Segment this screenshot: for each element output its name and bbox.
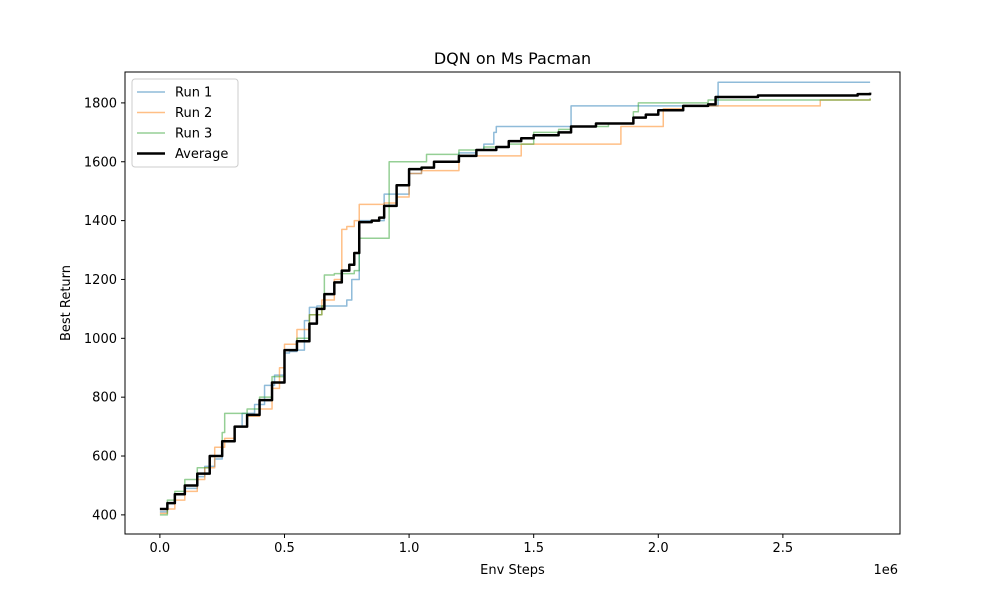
y-tick-label: 1200 [84, 273, 117, 288]
legend-label: Run 2 [175, 106, 212, 121]
x-tick-label: 0.5 [274, 541, 295, 556]
y-tick-label: 800 [92, 391, 117, 406]
x-tick-label: 1.0 [399, 541, 420, 556]
legend-box [131, 78, 239, 168]
x-tick-label: 2.5 [773, 541, 794, 556]
y-tick-label: 1000 [84, 332, 117, 347]
y-tick-label: 600 [92, 450, 117, 465]
legend-label: Run 1 [175, 86, 212, 101]
y-axis-label: Best Return [59, 265, 74, 341]
axes-layer: 0.0 0.5 1.0 1.5 2.0 2.5 400 600 800 1000 1200 1400 1… [84, 96, 793, 556]
series-line-run-2 [159, 98, 871, 515]
y-tick-label: 1400 [84, 214, 117, 229]
series-line-run-1 [159, 81, 871, 513]
legend-label: Average [175, 147, 228, 162]
x-axis-label: Env Steps [480, 563, 545, 578]
plot-area [125, 72, 900, 534]
x-axis-multiplier: 1e6 [873, 563, 898, 578]
y-tick-label: 400 [92, 508, 117, 523]
x-tick-label: 1.5 [523, 541, 544, 556]
x-tick-label: 0.0 [150, 541, 171, 556]
series-line-average [159, 92, 872, 511]
plot-frame [124, 71, 901, 535]
x-tick-label: 2.0 [648, 541, 669, 556]
series-layer [159, 81, 872, 516]
legend-label: Run 3 [175, 127, 212, 142]
legend: Run 1 Run 2 Run 3 Average [131, 78, 239, 168]
chart-title: DQN on Ms Pacman [434, 49, 591, 68]
y-tick-label: 1800 [84, 96, 117, 111]
y-tick-label: 1600 [84, 155, 117, 170]
